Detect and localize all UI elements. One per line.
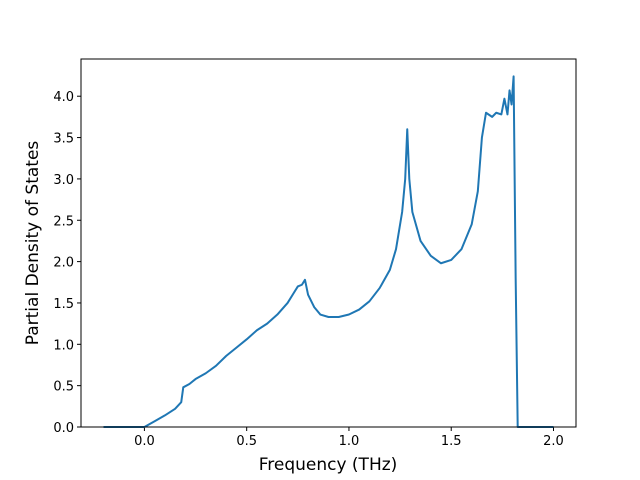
y-tick-label: 4.0 [53, 90, 74, 105]
y-tick-label: 0.5 [53, 380, 74, 395]
y-tick-label: 0.0 [53, 421, 74, 436]
x-tick-label: 1.0 [339, 434, 360, 449]
x-tick-label: 1.5 [441, 434, 462, 449]
y-tick-label: 1.5 [53, 297, 74, 312]
x-tick-label: 0.5 [236, 434, 257, 449]
y-tick-label: 2.5 [53, 214, 74, 229]
x-tick-label: 2.0 [543, 434, 564, 449]
y-tick-label: 3.5 [53, 132, 74, 147]
y-tick-label: 3.0 [53, 173, 74, 188]
data-line [103, 75, 554, 428]
x-axis-label: Frequency (THz) [259, 455, 398, 475]
y-axis-label: Partial Density of States [23, 141, 43, 346]
y-tick-label: 2.0 [53, 256, 74, 271]
x-tick-label: 0.0 [134, 434, 155, 449]
plot-frame [80, 58, 577, 428]
y-tick-label: 1.0 [53, 338, 74, 353]
